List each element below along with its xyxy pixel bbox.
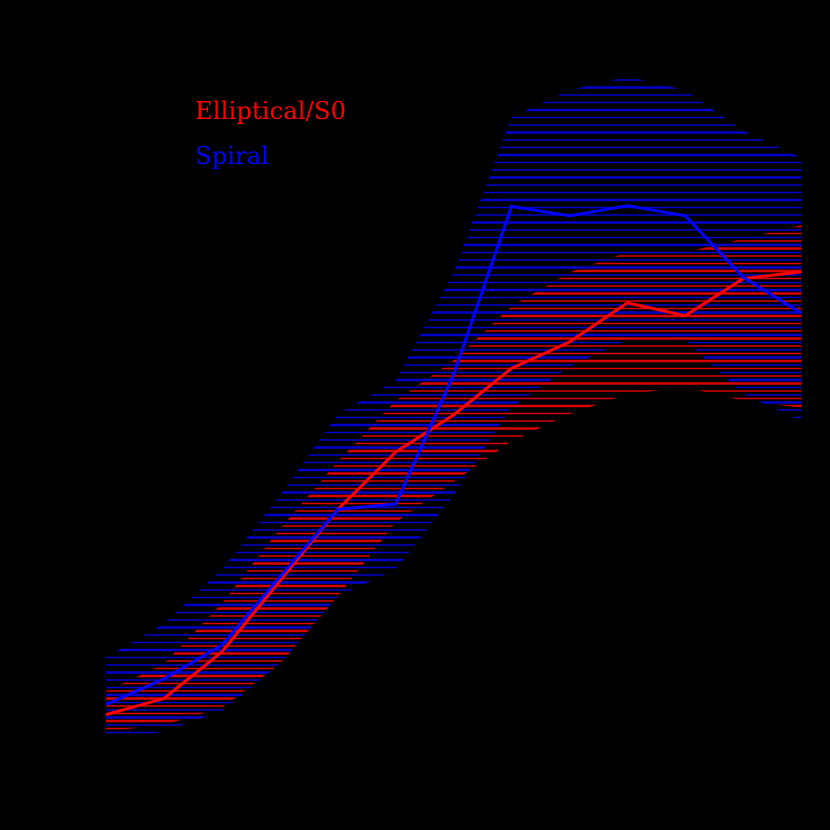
legend-spiral: Spiral bbox=[195, 142, 270, 170]
series-lines bbox=[105, 204, 802, 717]
legend-elliptical: Elliptical/S0 bbox=[195, 97, 347, 125]
line-elliptical-s0 bbox=[105, 270, 802, 717]
line-spiral bbox=[105, 204, 802, 706]
